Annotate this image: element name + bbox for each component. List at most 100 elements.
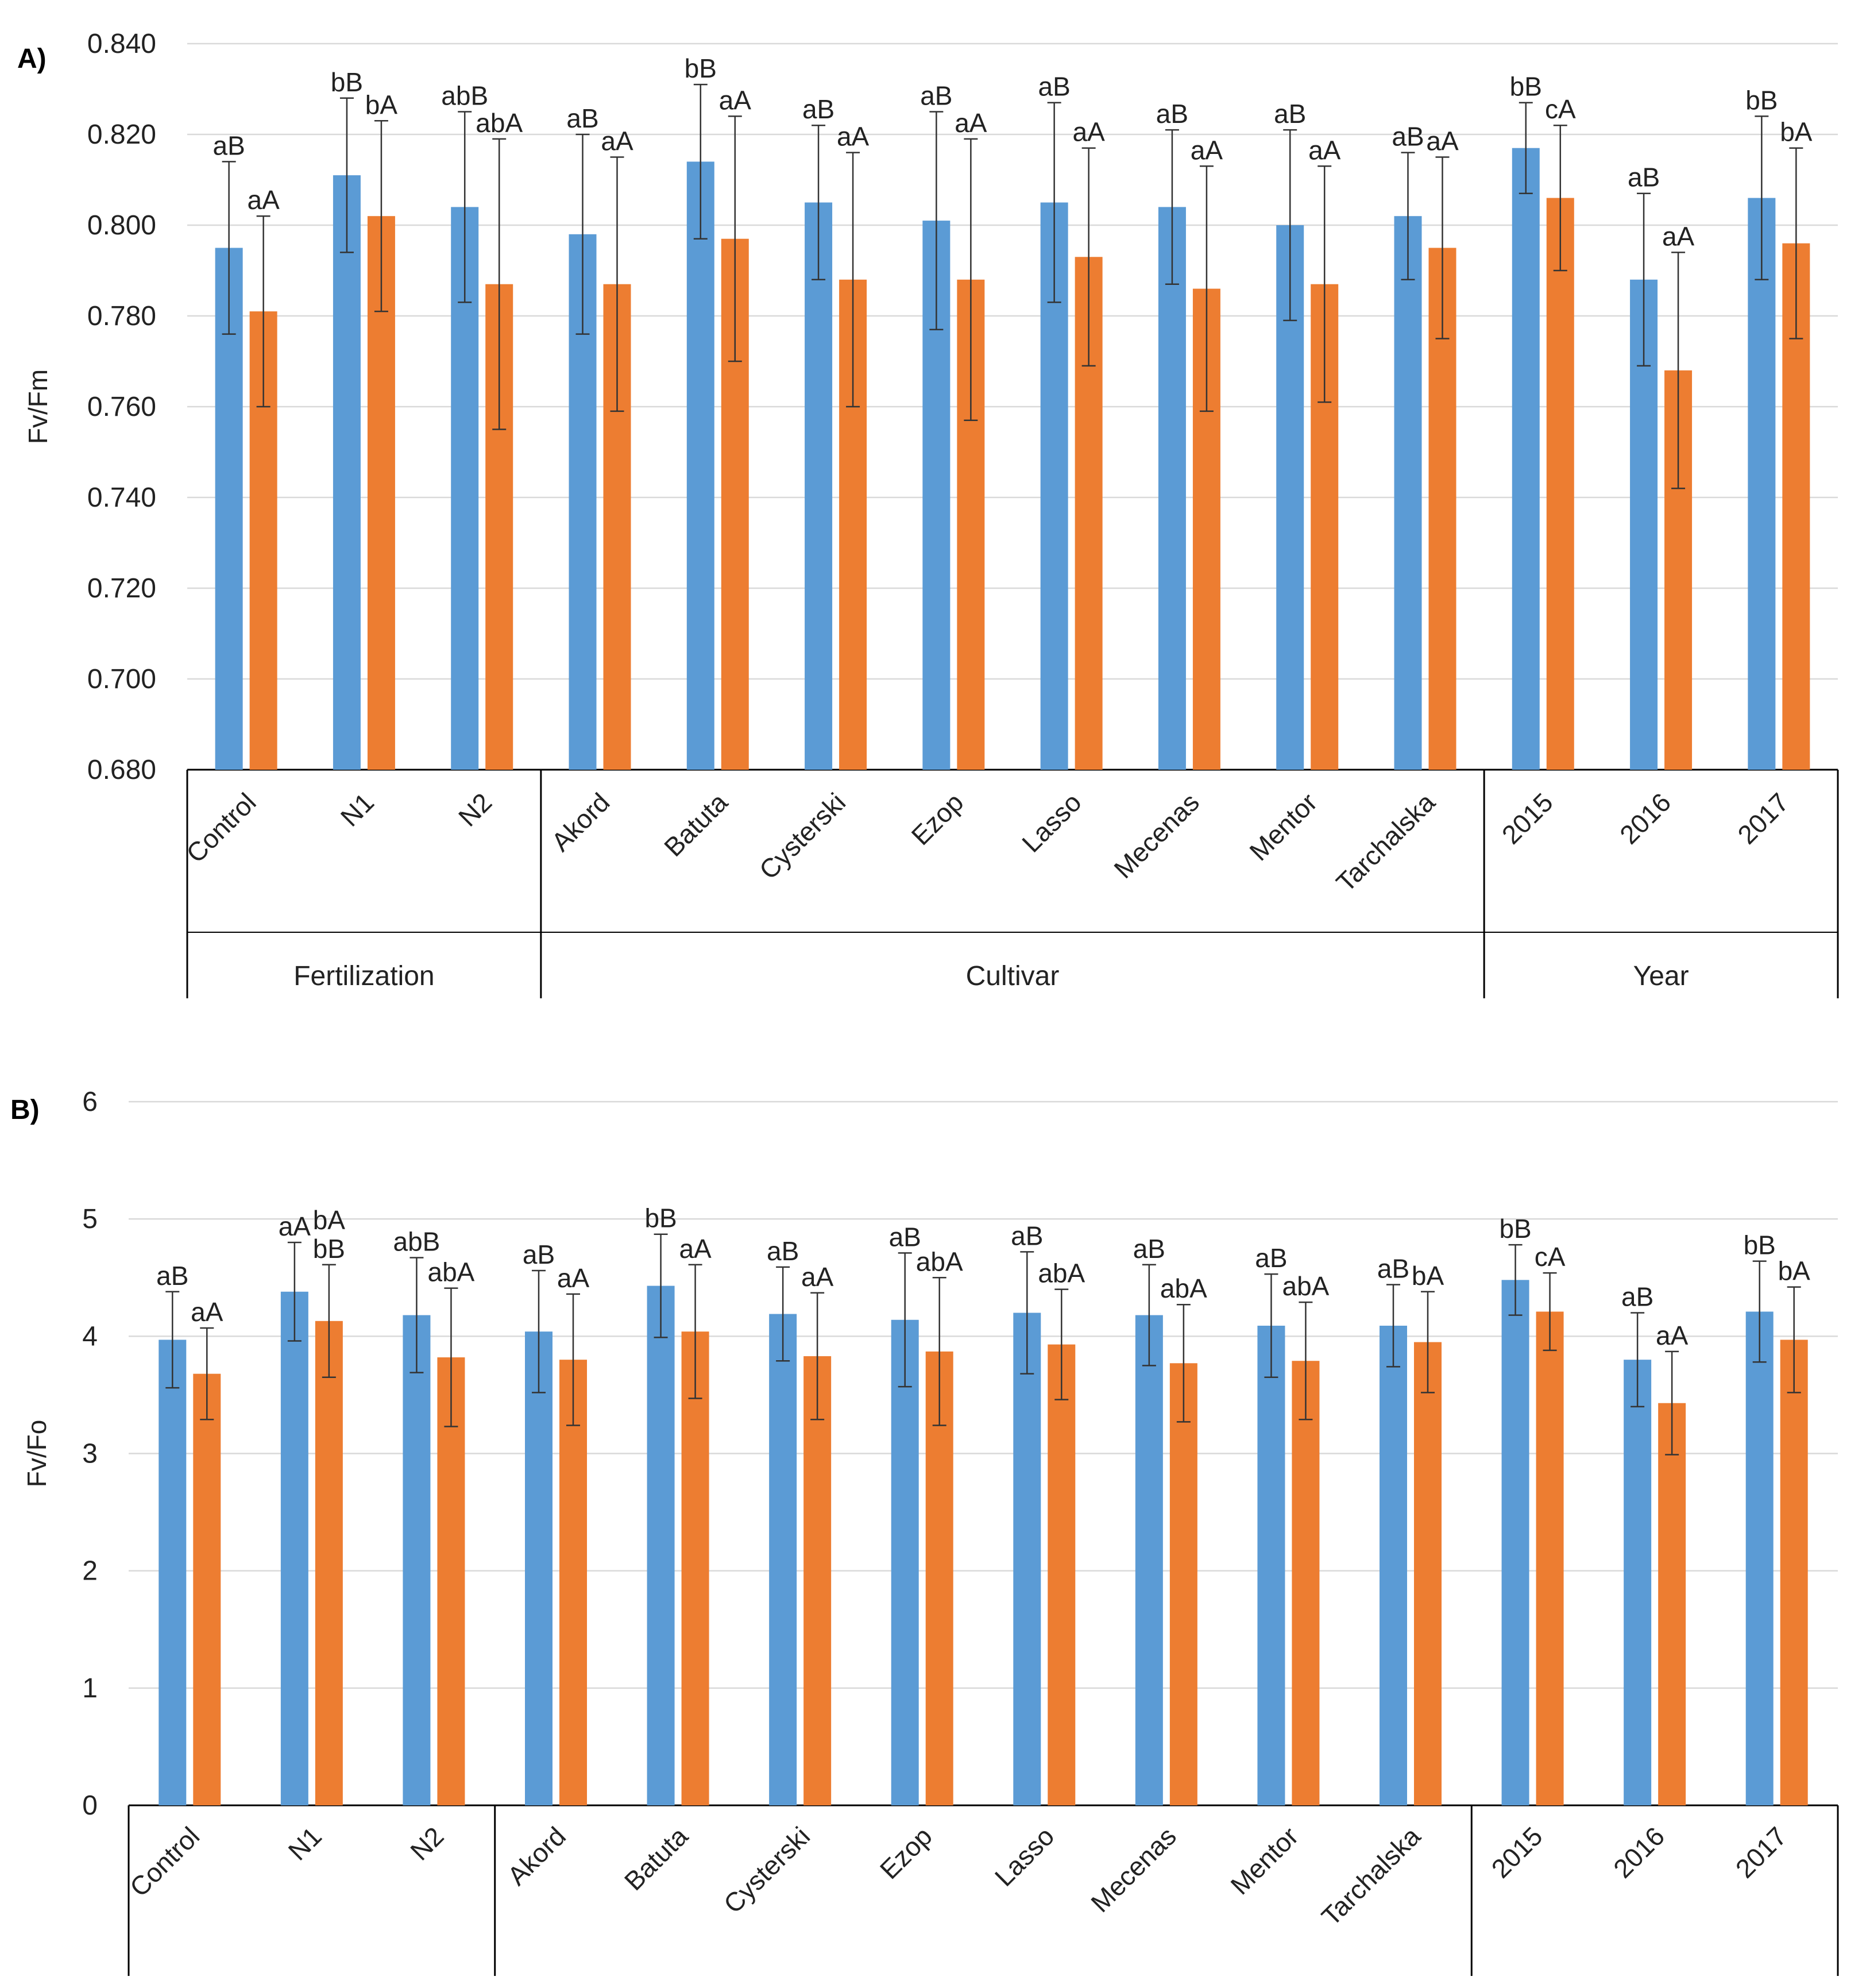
category-label: 2017 — [1732, 787, 1794, 850]
category-label: Mecenas — [1085, 1821, 1182, 1918]
significance-label: aA — [719, 85, 752, 115]
bar-series1 — [525, 1331, 552, 1805]
significance-label: cA — [1545, 94, 1576, 124]
significance-label: aA — [248, 185, 280, 215]
significance-label: bA — [365, 90, 398, 119]
category-label: Batuta — [619, 1821, 694, 1896]
significance-label: aA — [1426, 126, 1459, 156]
significance-label: aB — [767, 1236, 799, 1266]
significance-label: aB — [1011, 1221, 1043, 1250]
y-tick-label: 0.800 — [87, 210, 156, 241]
significance-label: aB — [1621, 1282, 1653, 1312]
y-tick-label: 0.720 — [87, 573, 156, 604]
bar-series1 — [1745, 1311, 1774, 1805]
panel-label: A) — [17, 44, 47, 74]
significance-label: bB — [1510, 72, 1542, 102]
bar-series2 — [315, 1321, 343, 1805]
bar-series2 — [1169, 1363, 1197, 1805]
bar-series1 — [1158, 207, 1186, 770]
bar-series1 — [891, 1319, 919, 1805]
panel-a-fv-fm-chart: A) Fv/Fm 0.680 0.700 0.720 0.740 0.760 0.780 0.8… — [17, 29, 1839, 998]
significance-label: aB — [1255, 1243, 1287, 1273]
significance-label: bB — [1499, 1214, 1531, 1244]
significance-label: aA — [955, 108, 987, 138]
bar-series2 — [925, 1351, 953, 1805]
group-label: Year — [1633, 961, 1689, 991]
category-label: Akord — [546, 787, 616, 857]
significance-label: aA — [1073, 117, 1106, 147]
y-tick-label: 0.760 — [87, 392, 156, 422]
bar-series2 — [681, 1331, 709, 1805]
bar-series1 — [1380, 1325, 1407, 1805]
significance-label: aA — [1656, 1321, 1689, 1350]
bar-series1 — [1624, 1360, 1652, 1805]
significance-label: bB — [644, 1203, 677, 1233]
bar-series2 — [193, 1373, 221, 1805]
category-label: Cysterski — [718, 1821, 816, 1919]
significance-label: bB — [685, 53, 717, 83]
significance-label: aB — [523, 1240, 555, 1269]
y-tick-label: 6 — [82, 1087, 98, 1117]
bar-series2 — [1414, 1342, 1442, 1805]
bar-series2 — [1048, 1344, 1076, 1805]
bar-series2 — [1546, 198, 1574, 770]
category-label: N1 — [335, 787, 380, 832]
bar-series1 — [333, 175, 361, 770]
category-label: Control — [180, 787, 262, 868]
category-label: N2 — [453, 787, 497, 832]
y-tick-label: 0.820 — [87, 119, 156, 150]
panel-label: B) — [10, 1095, 40, 1125]
bar-series1 — [647, 1286, 675, 1805]
significance-label: aB — [213, 130, 245, 160]
y-tick-label: 5 — [82, 1204, 98, 1234]
significance-label: aA — [1308, 135, 1341, 165]
category-label: Mentor — [1224, 1821, 1304, 1900]
bar-series1 — [1135, 1315, 1163, 1805]
category-label: Cysterski — [754, 787, 852, 885]
significance-label: abB — [393, 1227, 440, 1257]
significance-label: aB — [1274, 99, 1306, 129]
bar-series2 — [1536, 1311, 1564, 1805]
bar-series2 — [1780, 1340, 1808, 1805]
bar-series1 — [403, 1315, 431, 1805]
y-tick-label: 4 — [82, 1321, 98, 1352]
significance-label: aB — [156, 1261, 188, 1291]
significance-label: abA — [1038, 1259, 1085, 1288]
significance-label: aB — [1377, 1254, 1409, 1284]
category-label: 2016 — [1608, 1821, 1670, 1883]
y-tick-label: 0.700 — [87, 664, 156, 694]
bar-series1 — [280, 1291, 308, 1805]
bar-series2 — [803, 1356, 832, 1805]
significance-label: aA — [1662, 221, 1695, 251]
category-label: Tarchalska — [1330, 787, 1441, 898]
significance-label: aB — [1133, 1234, 1165, 1264]
bar-series1 — [215, 248, 243, 770]
bar-series1 — [1013, 1313, 1041, 1805]
significance-label: abA — [427, 1257, 474, 1287]
significance-label: cA — [1535, 1242, 1566, 1272]
category-label: 2016 — [1614, 787, 1676, 850]
significance-label: aB — [920, 81, 952, 111]
category-label: Mentor — [1243, 787, 1323, 866]
significance-label: abA — [1160, 1273, 1207, 1303]
y-tick-label: 3 — [82, 1439, 98, 1469]
bar-series2 — [559, 1360, 587, 1805]
y-tick-label: 0.740 — [87, 482, 156, 513]
y-tick-label: 1 — [82, 1673, 98, 1704]
y-tick-label: 0.840 — [87, 29, 156, 59]
significance-label: aA — [279, 1211, 311, 1241]
bar-series1 — [686, 161, 714, 770]
significance-label: aB — [1156, 99, 1188, 129]
bar-series2 — [437, 1357, 465, 1805]
y-axis-title: Fv/Fm — [23, 369, 53, 444]
bar-series1 — [769, 1314, 797, 1805]
category-label: Batuta — [658, 787, 733, 862]
bar-series2 — [1292, 1361, 1320, 1805]
significance-label: bB — [1744, 1230, 1776, 1260]
significance-label: aB — [1628, 163, 1660, 192]
category-label: N2 — [404, 1821, 449, 1866]
category-label: Akord — [501, 1821, 571, 1891]
bar-series1 — [805, 202, 833, 770]
significance-label: bA — [1778, 1256, 1811, 1286]
